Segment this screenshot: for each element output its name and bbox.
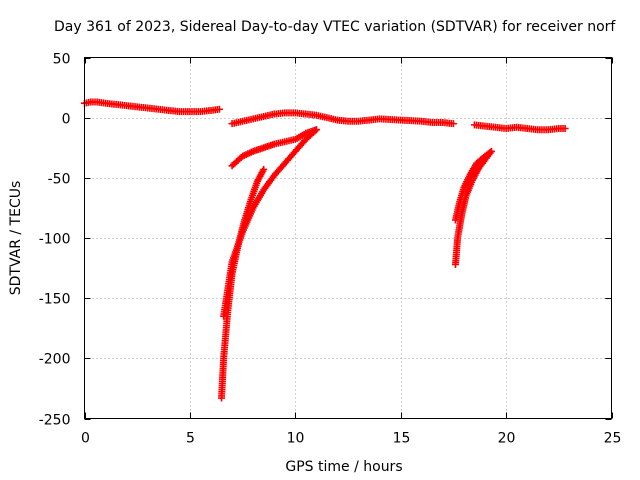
y-tick-label: 0 bbox=[62, 112, 71, 128]
y-axis-label: SDTVAR / TECUs bbox=[8, 181, 24, 296]
data-series bbox=[470, 121, 569, 134]
x-tick-label: 10 bbox=[287, 431, 305, 447]
x-tick-label: 20 bbox=[498, 431, 516, 447]
plot-frame bbox=[84, 57, 612, 419]
y-tick-label: -200 bbox=[39, 352, 71, 368]
y-tick-labels: 50 0 -50 -100 -150 -200 -250 bbox=[39, 52, 71, 429]
data-series bbox=[220, 126, 320, 320]
y-tick-label: -50 bbox=[48, 172, 71, 188]
data-point-marker bbox=[312, 126, 320, 134]
x-tick-label: 5 bbox=[186, 431, 195, 447]
x-tick-label: 0 bbox=[81, 431, 90, 447]
x-tick-label: 25 bbox=[604, 431, 622, 447]
x-tick-label: 15 bbox=[393, 431, 411, 447]
data-series bbox=[452, 147, 495, 268]
data-series bbox=[81, 98, 223, 116]
x-axis-label: GPS time / hours bbox=[285, 459, 402, 475]
x-tick-labels: 0 5 10 15 20 25 bbox=[81, 431, 621, 447]
y-tick-label: -100 bbox=[39, 232, 71, 248]
y-tick-label: -250 bbox=[39, 413, 71, 429]
data-point-marker bbox=[561, 124, 569, 132]
data-point-marker bbox=[215, 105, 223, 113]
data-series bbox=[452, 147, 495, 224]
data-series bbox=[228, 109, 457, 128]
data-series bbox=[228, 126, 320, 170]
data-point-marker bbox=[449, 120, 457, 128]
y-tick-label: -150 bbox=[39, 292, 71, 308]
data-point-marker bbox=[487, 147, 495, 155]
grid-lines bbox=[84, 57, 612, 419]
data-point-marker bbox=[260, 165, 268, 173]
y-tick-label: 50 bbox=[53, 52, 71, 68]
data-points bbox=[81, 98, 569, 402]
chart-title: Day 361 of 2023, Sidereal Day-to-day VTE… bbox=[54, 19, 616, 35]
axis-ticks bbox=[84, 57, 613, 420]
